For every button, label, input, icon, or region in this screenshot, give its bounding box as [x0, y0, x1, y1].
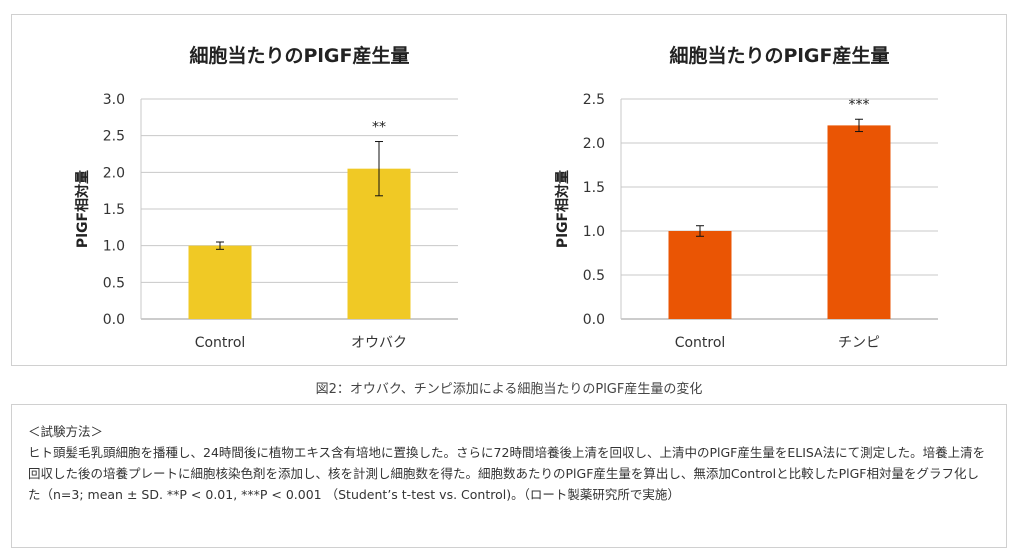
- method-box: ＜試験方法＞ ヒト頭髪毛乳頭細胞を播種し、24時間後に植物エキス含有培地に置換し…: [11, 404, 1007, 548]
- chart-chinpi: 細胞当たりのPlGF産生量 0.0 0.5 1.0 1.5 2.0 2.5 PlGF相対量 Co…: [554, 44, 938, 351]
- y-tick-label: 2.5: [103, 129, 125, 145]
- y-axis-label: PlGF相対量: [554, 170, 571, 248]
- significance-label: **: [372, 120, 386, 136]
- bar: [827, 125, 891, 320]
- y-tick-label: 2.0: [583, 136, 605, 152]
- x-tick-label: オウバク: [351, 335, 407, 351]
- chart-title: 細胞当たりのPlGF産生量: [189, 44, 409, 67]
- y-tick-label: 1.0: [583, 224, 605, 240]
- significance-label: ***: [849, 97, 870, 113]
- method-body: ヒト頭髪毛乳頭細胞を播種し、24時間後に植物エキス含有培地に置換した。さらに72…: [28, 445, 986, 502]
- y-tick-label: 3.0: [103, 92, 125, 108]
- bar: [188, 245, 252, 319]
- x-tick-label: Control: [675, 335, 726, 351]
- y-tick-label: 1.5: [583, 180, 605, 196]
- y-axis-label: PlGF相対量: [74, 170, 91, 248]
- bar: [668, 231, 732, 319]
- figure-panel: 細胞当たりのPlGF産生量 0.0 0.5 1.0 1.5 2.0 2.5 3.0 PlGF相対…: [11, 14, 1007, 366]
- y-tick-label: 0.5: [103, 275, 125, 291]
- x-tick-label: Control: [195, 335, 246, 351]
- x-tick-label: チンピ: [838, 335, 880, 351]
- chart-obaku: 細胞当たりのPlGF産生量 0.0 0.5 1.0 1.5 2.0 2.5 3.0 PlGF相対…: [74, 44, 458, 351]
- y-tick-label: 2.5: [583, 92, 605, 108]
- figure-caption: 図2：オウバク、チンピ添加による細胞当たりのPlGF産生量の変化: [315, 382, 703, 397]
- y-tick-label: 2.0: [103, 165, 125, 181]
- y-tick-label: 0.5: [583, 268, 605, 284]
- y-tick-label: 1.0: [103, 239, 125, 255]
- method-heading: ＜試験方法＞: [28, 424, 104, 439]
- y-tick-label: 0.0: [103, 312, 125, 328]
- y-tick-label: 0.0: [583, 312, 605, 328]
- y-tick-label: 1.5: [103, 202, 125, 218]
- chart-title: 細胞当たりのPlGF産生量: [669, 44, 889, 67]
